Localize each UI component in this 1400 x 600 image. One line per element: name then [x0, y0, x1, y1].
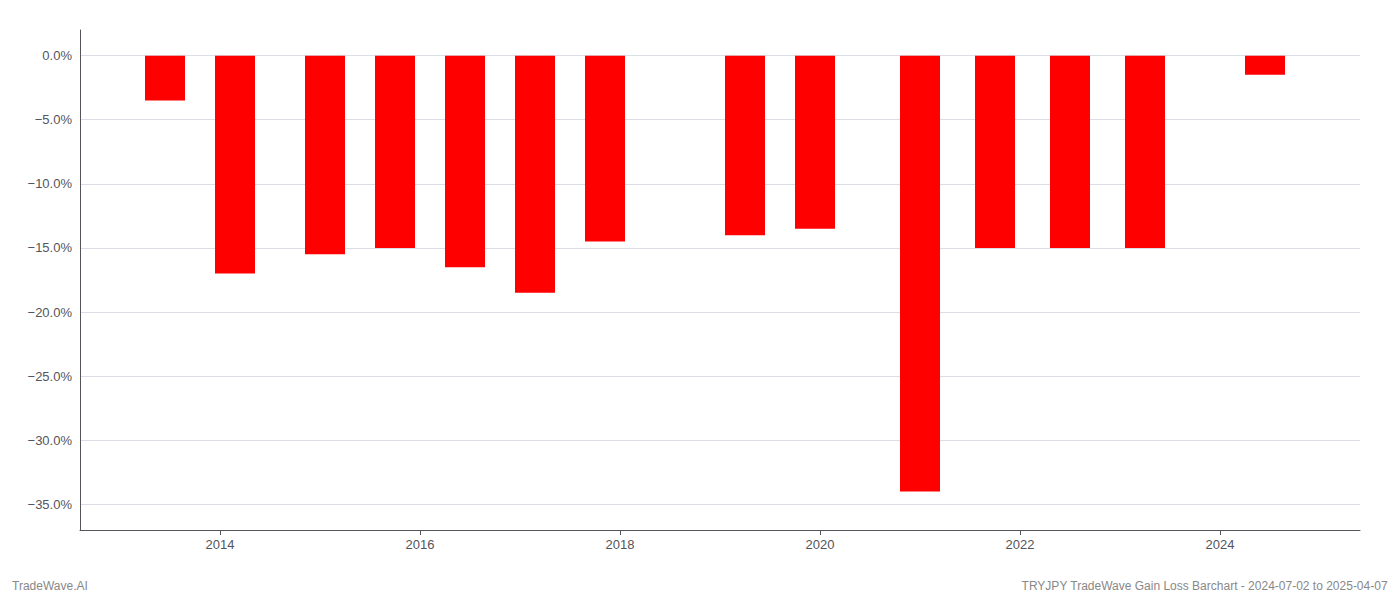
svg-text:2020: 2020 — [806, 537, 835, 552]
svg-text:−10.0%: −10.0% — [28, 176, 73, 191]
svg-text:2022: 2022 — [1006, 537, 1035, 552]
svg-text:2018: 2018 — [606, 537, 635, 552]
svg-text:2016: 2016 — [406, 537, 435, 552]
svg-text:−15.0%: −15.0% — [28, 240, 73, 255]
svg-text:TradeWave.AI: TradeWave.AI — [12, 579, 88, 593]
svg-text:2024: 2024 — [1206, 537, 1235, 552]
svg-text:−30.0%: −30.0% — [28, 433, 73, 448]
svg-text:−20.0%: −20.0% — [28, 305, 73, 320]
svg-text:0.0%: 0.0% — [42, 48, 72, 63]
svg-text:2014: 2014 — [206, 537, 235, 552]
svg-text:−25.0%: −25.0% — [28, 369, 73, 384]
svg-text:−5.0%: −5.0% — [35, 112, 73, 127]
svg-text:−35.0%: −35.0% — [28, 497, 73, 512]
svg-text:TRYJPY TradeWave Gain Loss Bar: TRYJPY TradeWave Gain Loss Barchart - 20… — [1022, 579, 1388, 593]
